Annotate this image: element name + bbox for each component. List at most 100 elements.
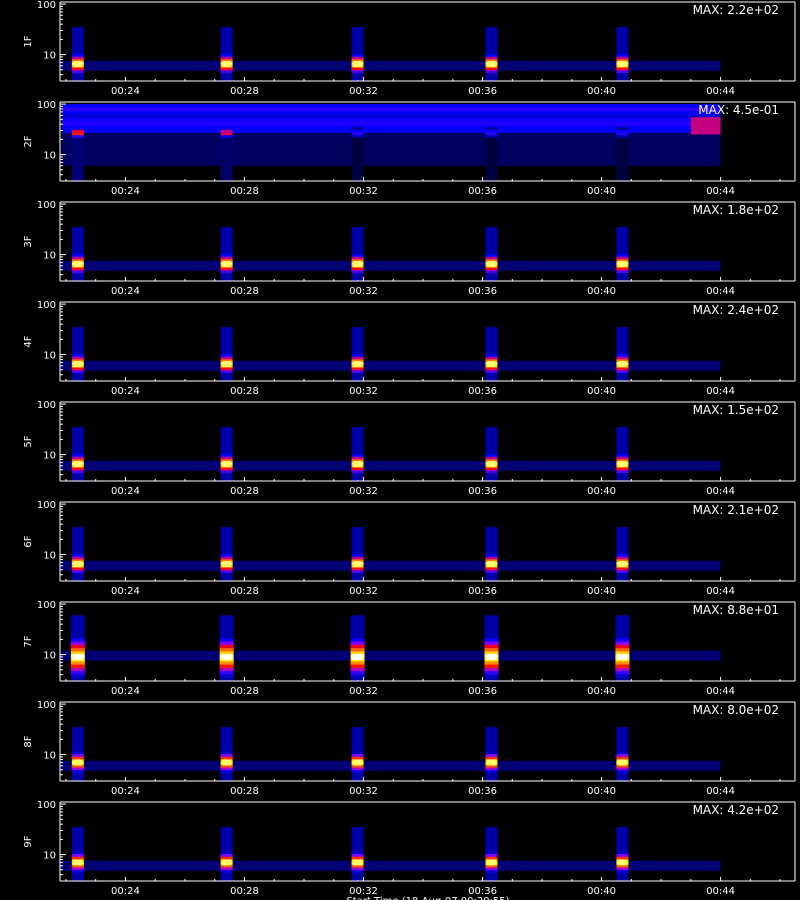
x-tick-label: 00:32 (349, 586, 378, 597)
burst-mark (71, 159, 84, 163)
burst-mark (484, 641, 499, 646)
burst-mark (485, 554, 498, 558)
burst-mark (71, 448, 84, 452)
x-tick-label: 00:40 (587, 386, 616, 397)
burst-mark (350, 628, 365, 633)
burst-mark (220, 767, 233, 771)
burst-mark (71, 167, 84, 171)
background-band (62, 107, 721, 112)
x-tick-label: 00:36 (468, 486, 497, 497)
burst-mark (222, 61, 231, 68)
burst-mark (71, 567, 84, 571)
burst-mark (351, 448, 364, 452)
burst-mark (70, 664, 85, 669)
burst-mark (485, 870, 498, 874)
burst-mark (616, 851, 629, 855)
burst-mark (71, 156, 84, 160)
burst-mark (70, 631, 85, 636)
burst-mark (484, 644, 499, 649)
burst-mark (220, 135, 233, 139)
burst-mark (616, 32, 629, 36)
burst-mark (616, 367, 629, 371)
panel-6F: 10 100 00:24 00:28 00:32 00:36 00:40 00:44 6F MAX… (23, 500, 796, 597)
burst-mark (351, 872, 364, 877)
x-tick-label: 00:44 (706, 786, 735, 797)
burst-mark (220, 556, 233, 560)
burst-mark (219, 661, 234, 666)
burst-mark (485, 232, 498, 236)
panel-label: 9F (23, 835, 34, 847)
burst-mark (351, 132, 364, 136)
burst-mark (616, 451, 629, 455)
burst-mark (485, 148, 498, 152)
burst-mark (71, 851, 84, 855)
burst-mark (485, 370, 498, 374)
max-label: MAX: 2.2e+02 (693, 3, 779, 17)
burst-mark (71, 78, 84, 82)
burst-mark (616, 870, 629, 874)
burst-mark (351, 837, 364, 842)
burst-mark (71, 540, 84, 544)
burst-mark (71, 162, 84, 166)
burst-mark (353, 759, 362, 766)
burst-mark (616, 835, 629, 839)
panel-8F: 10 100 00:24 00:28 00:32 00:36 00:40 00:44 8F MAX… (23, 700, 796, 797)
burst-mark (616, 575, 629, 579)
burst-mark (618, 461, 627, 468)
burst-mark (351, 443, 364, 447)
x-tick-label: 00:28 (230, 586, 259, 597)
burst-mark (71, 527, 84, 531)
x-tick-label: 00:28 (230, 786, 259, 797)
burst-mark (616, 51, 629, 55)
burst-mark (71, 72, 84, 77)
burst-mark (485, 543, 498, 547)
burst-mark (220, 445, 233, 450)
burst-mark (484, 671, 499, 675)
burst-mark (485, 545, 498, 550)
y-tick-label: 100 (37, 600, 56, 611)
burst-mark (71, 332, 84, 336)
burst-mark (70, 625, 85, 629)
burst-mark (616, 470, 629, 474)
burst-mark (71, 27, 84, 31)
burst-mark (486, 653, 497, 660)
burst-mark (485, 548, 498, 552)
burst-mark (71, 345, 84, 350)
burst-mark (485, 756, 498, 760)
burst-mark (71, 348, 84, 352)
burst-mark (220, 356, 233, 360)
burst-mark (615, 661, 630, 666)
burst-mark (485, 127, 498, 131)
burst-mark (485, 764, 498, 769)
burst-mark (351, 27, 364, 31)
burst-mark (616, 35, 629, 39)
burst-mark (616, 735, 629, 739)
burst-mark (351, 548, 364, 552)
burst-mark (221, 653, 232, 660)
burst-mark (71, 837, 84, 842)
burst-mark (487, 261, 496, 268)
burst-mark (73, 759, 82, 766)
burst-mark (616, 772, 629, 777)
burst-mark (71, 40, 84, 44)
burst-mark (70, 638, 85, 643)
burst-mark (485, 854, 498, 858)
burst-mark (71, 570, 84, 574)
burst-mark (485, 375, 498, 379)
burst-mark (485, 29, 498, 34)
burst-mark (351, 835, 364, 839)
burst-mark (485, 340, 498, 344)
y-tick-label: 10 (43, 451, 56, 462)
burst-mark (220, 378, 233, 382)
burst-mark (487, 759, 496, 766)
burst-mark (71, 340, 84, 344)
burst-mark (485, 827, 498, 831)
burst-mark (220, 29, 233, 34)
burst-mark (219, 635, 234, 639)
burst-mark (220, 270, 233, 274)
burst-mark (220, 367, 233, 371)
burst-mark (485, 164, 498, 169)
burst-mark (351, 343, 364, 347)
burst-mark (616, 145, 629, 150)
